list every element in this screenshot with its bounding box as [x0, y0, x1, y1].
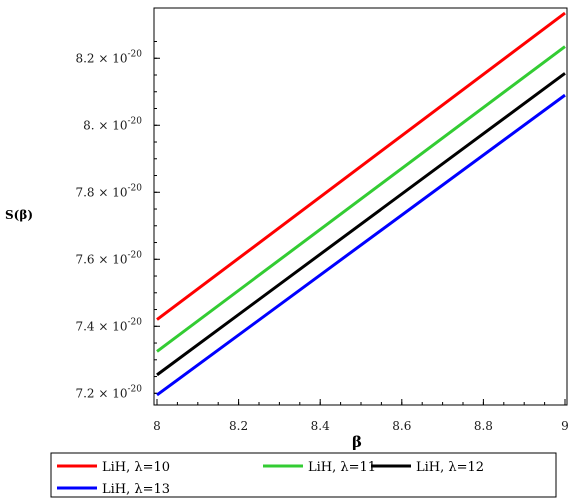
x-axis-ticks: 8 8.2 8.4 8.6 8.8 9 — [153, 399, 569, 433]
series-line — [156, 72, 566, 377]
x-tick-label: 8.2 — [229, 419, 248, 433]
legend-label: LiH, λ=13 — [102, 482, 170, 497]
legend-label: LiH, λ=12 — [416, 460, 484, 475]
plot-frame — [153, 7, 568, 406]
y-tick-label: 7.8 × 10-20 — [75, 183, 142, 199]
legend: LiH, λ=10 LiH, λ=11 LiH, λ=12 LiH, λ=13 — [50, 452, 557, 498]
series-line — [156, 93, 566, 397]
series-line — [156, 45, 566, 353]
y-tick-label: 8. × 10-20 — [83, 116, 142, 132]
x-tick-label: 8.8 — [474, 419, 493, 433]
series-lines — [156, 11, 566, 397]
y-tick-label: 7.4 × 10-20 — [75, 317, 142, 333]
series-line — [156, 11, 566, 321]
legend-label: LiH, λ=10 — [102, 460, 170, 475]
x-tick-label: 8.6 — [392, 419, 411, 433]
legend-box — [50, 452, 557, 498]
y-axis-ticks: 7.2 × 10-20 7.4 × 10-20 7.6 × 10-20 7.8 × 1… — [75, 41, 160, 400]
legend-label: LiH, λ=11 — [308, 460, 376, 475]
x-tick-label: 8.4 — [311, 419, 330, 433]
y-axis-title: S(β) — [5, 208, 33, 222]
x-tick-label: 8 — [153, 419, 161, 433]
x-tick-label: 9 — [561, 419, 569, 433]
x-axis-title: β — [352, 433, 362, 451]
y-tick-label: 7.6 × 10-20 — [75, 250, 142, 266]
y-tick-label: 8.2 × 10-20 — [75, 49, 142, 65]
y-tick-label: 7.2 × 10-20 — [75, 384, 142, 400]
